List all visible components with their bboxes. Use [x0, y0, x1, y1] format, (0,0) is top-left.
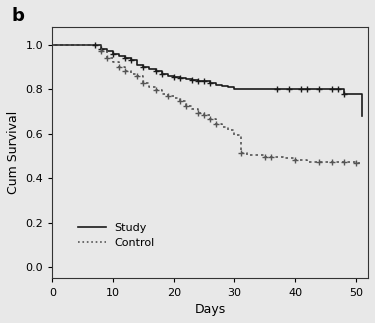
Study: [226, 84, 231, 88]
Text: b: b: [11, 7, 24, 25]
Control: [305, 160, 310, 163]
Control: [159, 92, 164, 96]
Legend: Study, Control: Study, Control: [74, 218, 159, 253]
Control: [135, 74, 140, 78]
Control: [293, 159, 297, 162]
Study: [50, 43, 54, 47]
Control: [196, 111, 200, 115]
Line: Study: Study: [52, 45, 362, 116]
Y-axis label: Cum Survival: Cum Survival: [7, 111, 20, 194]
Control: [354, 161, 358, 165]
Study: [184, 77, 188, 81]
X-axis label: Days: Days: [195, 303, 226, 316]
Study: [147, 65, 152, 69]
Line: Control: Control: [52, 45, 362, 163]
Control: [50, 43, 54, 47]
Study: [184, 76, 188, 80]
Study: [360, 114, 364, 118]
Control: [360, 161, 364, 165]
Study: [281, 87, 285, 91]
Study: [153, 67, 158, 71]
Control: [329, 160, 334, 163]
